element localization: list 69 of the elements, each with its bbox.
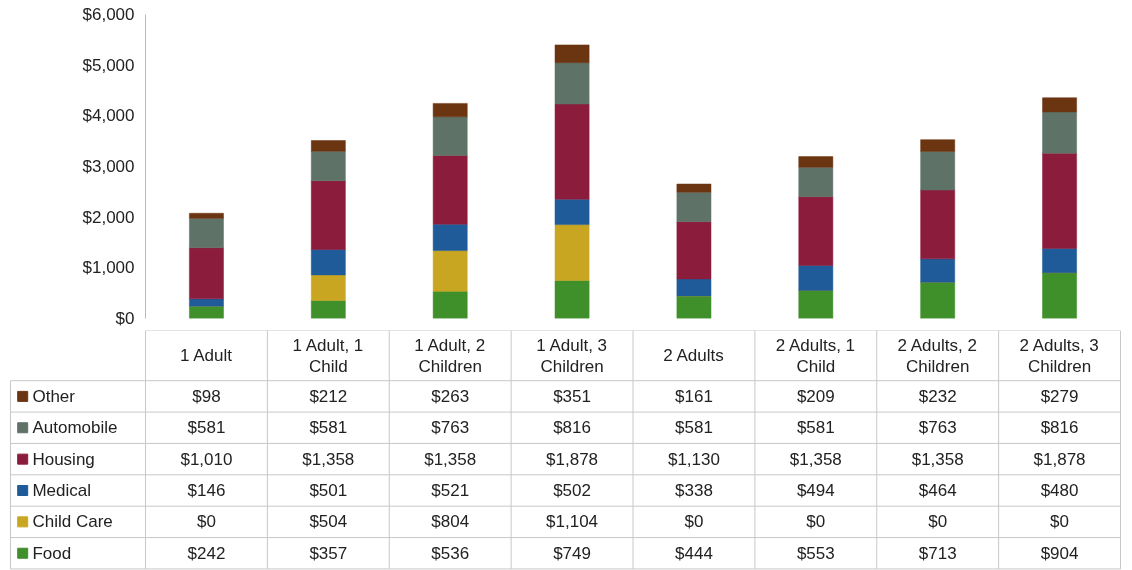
data-label: $0 — [806, 512, 826, 532]
x-tick-label: 1 Adult, 3 Children — [536, 335, 608, 376]
y-tick-label: $6,000 — [82, 5, 135, 24]
data-label: $763 — [431, 418, 470, 438]
legend-label: Food — [32, 543, 72, 563]
data-label: $242 — [187, 543, 226, 563]
data-label: $553 — [796, 543, 835, 563]
x-tick-label: 2 Adults, 1 Child — [775, 335, 856, 376]
y-tick-label: $0 — [115, 309, 135, 328]
y-tick-label: $4,000 — [82, 106, 135, 126]
data-label: $338 — [675, 481, 713, 500]
data-label: $1,878 — [546, 449, 599, 469]
legend-label: Child Care — [32, 512, 113, 532]
data-label: $464 — [918, 481, 957, 500]
legend-label: Automobile — [32, 418, 118, 438]
data-label: $501 — [309, 481, 348, 500]
data-label: $749 — [553, 543, 591, 563]
data-label: $1,010 — [180, 449, 233, 469]
data-label: $1,358 — [424, 449, 477, 469]
data-label: $232 — [918, 386, 957, 406]
data-label: $1,130 — [667, 449, 720, 469]
data-label: $146 — [187, 481, 226, 500]
data-label: $581 — [796, 418, 835, 438]
data-label: $480 — [1040, 481, 1079, 500]
data-label: $0 — [928, 512, 948, 532]
x-tick-label: 2 Adults, 3 Children — [1019, 335, 1099, 376]
data-label: $536 — [431, 543, 470, 563]
data-label: $581 — [675, 418, 713, 438]
legend-label: Other — [32, 386, 76, 406]
y-tick-label: $5,000 — [82, 55, 135, 75]
data-label: $763 — [918, 418, 957, 438]
data-label: $581 — [309, 418, 348, 438]
data-label: $0 — [196, 512, 216, 532]
data-label: $502 — [553, 481, 591, 500]
y-tick-label: $1,000 — [82, 258, 135, 278]
data-label: $209 — [796, 386, 835, 406]
data-label: $212 — [309, 386, 348, 406]
y-tick-label: $3,000 — [82, 157, 135, 176]
data-label: $1,104 — [546, 512, 599, 532]
data-label: $1,358 — [911, 449, 964, 469]
data-label: $804 — [431, 512, 470, 532]
data-label: $1,358 — [302, 449, 355, 469]
legend-label: Medical — [32, 481, 92, 500]
data-label: $357 — [309, 543, 348, 563]
data-label: $713 — [918, 543, 957, 563]
data-label: $161 — [675, 386, 713, 406]
data-label: $0 — [684, 512, 704, 532]
x-tick-label: 2 Adults — [663, 346, 724, 366]
data-label: $351 — [553, 386, 591, 406]
data-label: $1,878 — [1033, 449, 1086, 469]
x-tick-label: 1 Adult, 1 Child — [292, 335, 364, 376]
legend-label: Housing — [32, 449, 95, 469]
x-tick-label: 1 Adult, 2 Children — [414, 335, 486, 376]
data-label: $279 — [1040, 386, 1079, 406]
data-label: $904 — [1040, 543, 1079, 563]
data-label: $98 — [192, 386, 221, 406]
x-tick-label: 1 Adult — [179, 346, 233, 366]
data-label: $521 — [431, 481, 470, 500]
y-tick-label: $2,000 — [82, 207, 135, 227]
data-label: $1,358 — [789, 449, 842, 469]
x-tick-label: 2 Adults, 2 Children — [897, 335, 977, 376]
data-label: $504 — [309, 512, 348, 532]
data-label: $816 — [1040, 418, 1079, 438]
data-label: $494 — [796, 481, 835, 500]
data-label: $0 — [1050, 512, 1070, 532]
data-label: $263 — [431, 386, 470, 406]
data-label: $444 — [675, 543, 713, 563]
data-label: $816 — [553, 418, 591, 438]
data-label: $581 — [187, 418, 226, 438]
